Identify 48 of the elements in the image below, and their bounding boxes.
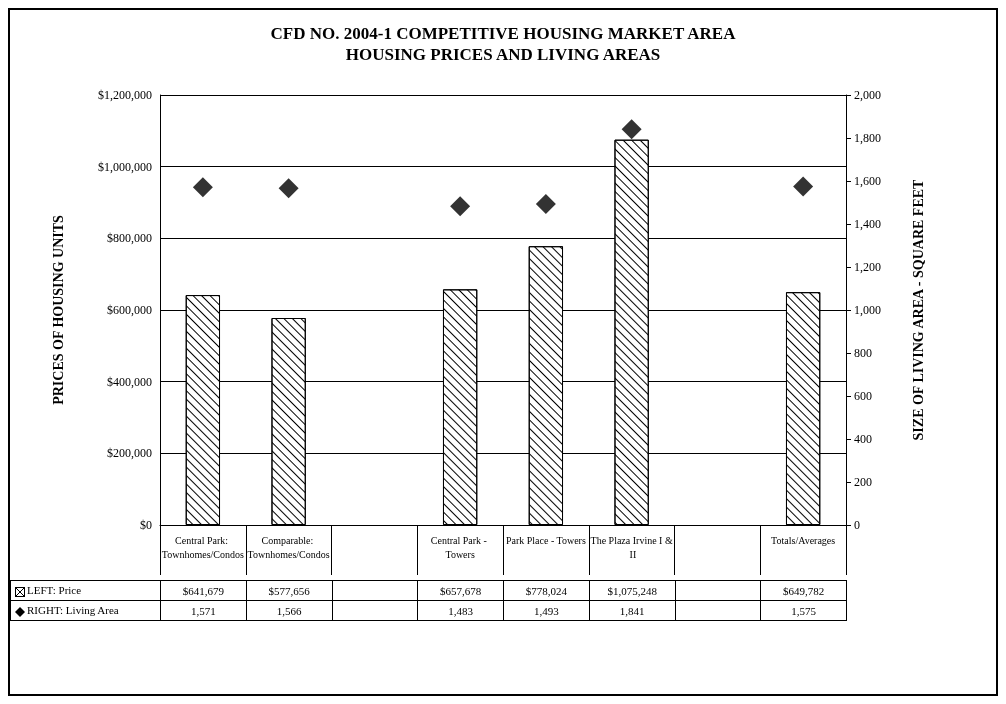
data-label: 1,483 [417, 600, 504, 621]
x-tick-label: Park Place - Towers [505, 534, 586, 546]
point [192, 177, 213, 198]
y2-tick-label: 800 [854, 346, 872, 360]
legend-label: RIGHT: Living Area [10, 600, 161, 621]
point [793, 176, 814, 197]
data-label: $641,679 [160, 580, 247, 601]
x-tick-label: Central Park: Townhomes/Condos [161, 534, 245, 560]
data-label: $778,024 [503, 580, 590, 601]
x-tick-label: Central Park - Towers [430, 534, 490, 560]
data-label: $657,678 [417, 580, 504, 601]
y2-axis-title: SIZE OF LIVING AREA - SQUARE FEET [910, 178, 926, 441]
y-tick-label: $800,000 [107, 231, 152, 246]
point [621, 119, 642, 140]
y2-tick-label: 2,000 [854, 88, 881, 102]
y-tick-label: $1,000,000 [98, 159, 152, 174]
data-label: $577,656 [246, 580, 332, 601]
y-tick-label: $0 [140, 518, 152, 532]
y-tick-label: $1,200,000 [98, 88, 152, 102]
y2-tick-label: 200 [854, 475, 872, 489]
y2-tick-label: 1,400 [854, 217, 881, 231]
data-label: 1,566 [246, 600, 332, 621]
data-label: 1,575 [760, 600, 847, 621]
y-tick-label: $400,000 [107, 374, 152, 389]
data-label: $649,782 [760, 580, 847, 601]
y-tick-label: $600,000 [107, 303, 152, 317]
y2-tick-label: 600 [854, 389, 872, 403]
point [278, 178, 299, 199]
x-tick-label: The Plaza Irvine I & II [590, 534, 673, 560]
legend-label: LEFT: Price [10, 580, 161, 601]
y2-tick-label: 1,600 [854, 174, 881, 188]
y2-tick-label: 1,200 [854, 260, 881, 274]
chart-subtitle: HOUSING PRICES AND LIVING AREAS [345, 45, 661, 64]
y2-tick-label: 1,000 [854, 303, 881, 317]
point [450, 196, 471, 217]
data-label: 1,571 [160, 600, 247, 621]
data-label: 1,841 [589, 600, 675, 621]
y-axis-title: PRICES OF HOUSING UNITS [50, 214, 66, 405]
point [535, 194, 556, 215]
chart-title: CFD NO. 2004-1 COMPETITIVE HOUSING MARKET AREA [270, 24, 737, 43]
y2-tick-label: 400 [854, 432, 872, 446]
y2-tick-label: 0 [854, 518, 860, 532]
data-label: $1,075,248 [589, 580, 675, 601]
x-tick-label: Totals/Averages [771, 534, 836, 546]
data-label: 1,493 [503, 600, 590, 621]
x-tick-label: Comparable: Townhomes/Condos [247, 534, 330, 560]
y2-tick-label: 1,800 [854, 131, 881, 145]
y-tick-label: $200,000 [107, 446, 152, 461]
